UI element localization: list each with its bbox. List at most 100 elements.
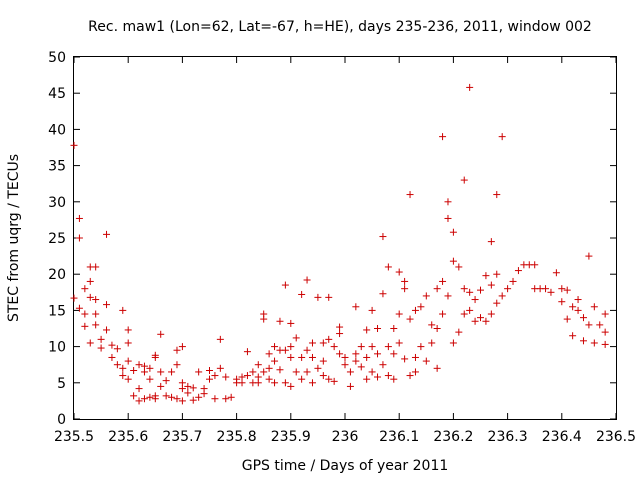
data-point <box>151 395 159 403</box>
data-point <box>260 368 268 376</box>
data-point <box>585 321 593 329</box>
data-point <box>330 377 338 385</box>
data-point <box>390 350 398 358</box>
data-point <box>439 310 447 318</box>
data-point <box>439 133 447 141</box>
data-point <box>466 83 474 91</box>
data-point <box>352 357 360 365</box>
data-point <box>363 326 371 334</box>
data-point <box>558 285 566 293</box>
data-point <box>287 343 295 351</box>
data-point <box>200 385 208 393</box>
data-point <box>433 364 441 372</box>
data-point <box>563 286 571 294</box>
data-point <box>178 397 186 405</box>
data-point <box>135 397 143 405</box>
data-point <box>140 395 148 403</box>
data-point <box>406 315 414 323</box>
data-point <box>460 176 468 184</box>
data-point <box>189 384 197 392</box>
data-point <box>97 335 105 343</box>
data-point <box>124 357 132 365</box>
data-point <box>271 343 279 351</box>
data-point <box>336 330 344 338</box>
x-tick-label: 235.7 <box>162 429 202 445</box>
data-point <box>75 304 83 312</box>
data-point <box>119 364 127 372</box>
data-point <box>477 286 484 294</box>
data-point <box>336 323 344 331</box>
x-tick-label: 235.6 <box>108 429 148 445</box>
data-point <box>168 393 176 401</box>
data-point <box>477 314 484 322</box>
y-tick-label: 40 <box>48 122 66 138</box>
data-point <box>493 191 501 199</box>
data-point <box>330 343 338 351</box>
data-point <box>157 382 165 390</box>
data-point <box>449 257 457 265</box>
data-point <box>357 343 365 351</box>
data-point <box>108 353 116 361</box>
data-point <box>401 285 409 293</box>
x-tick-label: 236.3 <box>488 429 528 445</box>
data-point <box>542 285 550 293</box>
data-point <box>211 395 219 403</box>
plot-frame <box>73 56 617 420</box>
data-point <box>411 368 419 376</box>
data-point <box>509 277 517 285</box>
data-point <box>319 339 327 347</box>
data-point <box>433 285 441 293</box>
data-point <box>265 364 273 372</box>
data-point <box>97 344 105 352</box>
y-tick-label: 25 <box>48 231 66 247</box>
data-point <box>276 317 284 325</box>
data-point <box>298 375 306 383</box>
data-point <box>455 328 463 336</box>
data-point <box>493 270 501 278</box>
x-axis: 235.5 235.6 235.7 235.8 235.9 236 236.1 236.2 23… <box>54 57 636 445</box>
y-tick-label: 45 <box>48 86 66 102</box>
data-point <box>281 281 289 289</box>
data-point <box>146 393 154 401</box>
data-point <box>189 396 197 404</box>
y-tick-label: 10 <box>48 340 66 356</box>
data-point <box>103 301 111 309</box>
data-point <box>178 385 186 393</box>
data-point <box>601 328 609 336</box>
data-point <box>124 375 132 383</box>
data-point <box>487 238 495 246</box>
data-point <box>374 325 382 332</box>
data-point <box>346 382 354 390</box>
data-point <box>449 339 457 347</box>
data-point <box>249 368 257 376</box>
x-tick-label: 235.9 <box>271 429 311 445</box>
data-point <box>574 306 582 314</box>
data-point <box>75 214 83 222</box>
data-point <box>352 350 360 358</box>
data-point <box>493 299 501 307</box>
data-point <box>471 296 479 304</box>
data-point <box>81 310 89 318</box>
data-point <box>384 372 392 380</box>
data-point <box>184 382 192 390</box>
y-tick-label: 15 <box>48 303 66 319</box>
data-point <box>206 366 213 374</box>
data-point <box>157 330 165 338</box>
data-point <box>574 296 582 304</box>
data-point <box>287 319 295 327</box>
data-point <box>124 339 132 347</box>
data-point <box>108 341 116 349</box>
data-point <box>243 348 251 356</box>
data-point <box>254 361 262 369</box>
data-point <box>113 361 121 369</box>
data-point <box>162 377 170 385</box>
data-point <box>514 267 522 275</box>
data-point <box>281 346 289 354</box>
data-point <box>569 303 577 311</box>
data-point <box>379 233 387 241</box>
data-point <box>103 326 111 334</box>
data-point <box>384 343 392 351</box>
data-point <box>406 191 414 199</box>
data-point <box>585 252 593 260</box>
